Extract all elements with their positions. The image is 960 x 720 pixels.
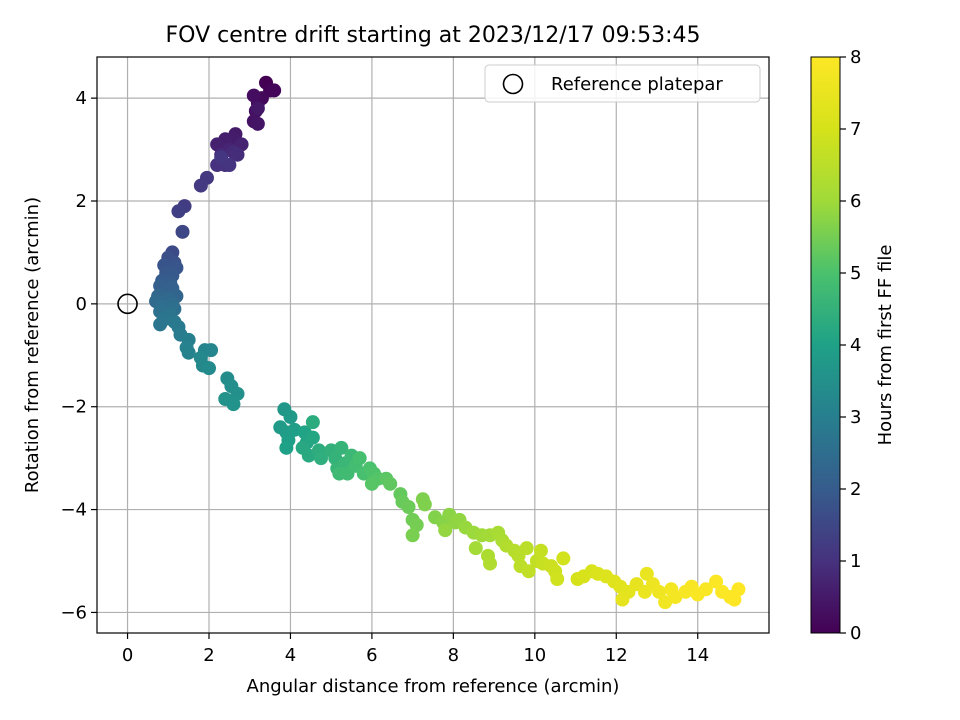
- data-point: [250, 101, 265, 116]
- x-tick-label: 8: [448, 645, 459, 666]
- data-points: [149, 75, 746, 610]
- data-point: [352, 451, 367, 466]
- colorbar-tick-label: 2: [850, 479, 861, 500]
- x-tick-label: 4: [285, 645, 296, 666]
- data-point: [383, 476, 398, 491]
- data-point: [267, 83, 282, 98]
- data-point: [181, 345, 196, 360]
- colorbar-label: Hours from first FF file: [875, 245, 896, 446]
- data-point: [171, 204, 186, 219]
- data-point: [305, 415, 320, 430]
- data-point: [483, 556, 498, 571]
- colorbar: 0 1 2 3 4 5 6 7 8 Hours from first FF file: [810, 47, 896, 644]
- data-point: [246, 88, 261, 103]
- data-point: [314, 451, 328, 466]
- data-point: [709, 574, 724, 589]
- data-point: [153, 317, 168, 332]
- colorbar-tick-label: 7: [850, 119, 861, 140]
- y-tick-label: 2: [76, 191, 87, 212]
- legend-reference-icon: [502, 73, 524, 95]
- y-tick-label: −2: [60, 397, 87, 418]
- data-point: [556, 551, 571, 566]
- x-tick-label: 10: [523, 645, 546, 666]
- plot-frame: [96, 56, 770, 634]
- colorbar-tick-label: 3: [850, 407, 861, 428]
- y-tick-label: −4: [60, 500, 87, 521]
- data-point: [550, 572, 565, 586]
- legend-box: [484, 64, 761, 103]
- data-point: [334, 440, 349, 455]
- data-point: [519, 541, 534, 556]
- data-point: [250, 116, 265, 131]
- data-point: [438, 523, 453, 538]
- x-tick-label: 6: [366, 645, 377, 666]
- data-point: [468, 541, 483, 556]
- data-point: [279, 440, 294, 455]
- data-point: [364, 476, 379, 491]
- data-point: [533, 543, 548, 558]
- x-axis-ticks: 0 2 4 6 8 10 12 14: [122, 633, 709, 666]
- legend-label: Reference platepar: [551, 74, 723, 95]
- colorbar-tick-label: 4: [850, 335, 861, 356]
- y-tick-label: −6: [60, 602, 87, 623]
- data-point: [202, 361, 216, 376]
- data-point: [226, 397, 241, 412]
- reference-platepar-marker: [117, 293, 138, 315]
- data-point: [405, 528, 420, 543]
- colorbar-tick-label: 0: [850, 623, 861, 644]
- data-point: [214, 150, 229, 165]
- data-point: [698, 582, 713, 597]
- y-tick-label: 4: [76, 88, 87, 109]
- data-point: [175, 224, 190, 239]
- colorbar-tick-label: 6: [850, 191, 861, 212]
- data-point: [727, 592, 742, 607]
- y-axis-label: Rotation from reference (arcmin): [22, 197, 43, 493]
- x-tick-label: 0: [122, 645, 133, 666]
- data-point: [193, 178, 208, 193]
- data-point: [401, 500, 416, 514]
- x-tick-label: 2: [203, 645, 214, 666]
- data-point: [283, 410, 298, 424]
- x-tick-label: 14: [686, 645, 709, 666]
- colorbar-ticks: 0 1 2 3 4 5 6 7 8: [840, 47, 861, 644]
- data-point: [615, 592, 630, 607]
- data-point: [230, 147, 245, 162]
- legend: Reference platepar: [484, 64, 761, 103]
- chart-title: FOV centre drift starting at 2023/12/17 …: [166, 23, 701, 48]
- data-point: [417, 497, 432, 512]
- grid: [97, 57, 769, 633]
- y-tick-label: 0: [76, 294, 87, 315]
- data-point: [305, 430, 320, 445]
- colorbar-tick-label: 5: [850, 263, 861, 284]
- colorbar-gradient: [810, 56, 841, 634]
- x-axis-label: Angular distance from reference (arcmin): [247, 676, 620, 697]
- colorbar-tick-label: 1: [850, 551, 861, 572]
- data-point: [652, 584, 667, 599]
- data-point: [521, 564, 536, 579]
- y-axis-ticks: −6 −4 −2 0 2 4: [60, 88, 97, 623]
- data-point: [204, 343, 219, 358]
- x-tick-label: 12: [605, 645, 628, 666]
- colorbar-tick-label: 8: [850, 47, 861, 68]
- data-point: [639, 566, 654, 581]
